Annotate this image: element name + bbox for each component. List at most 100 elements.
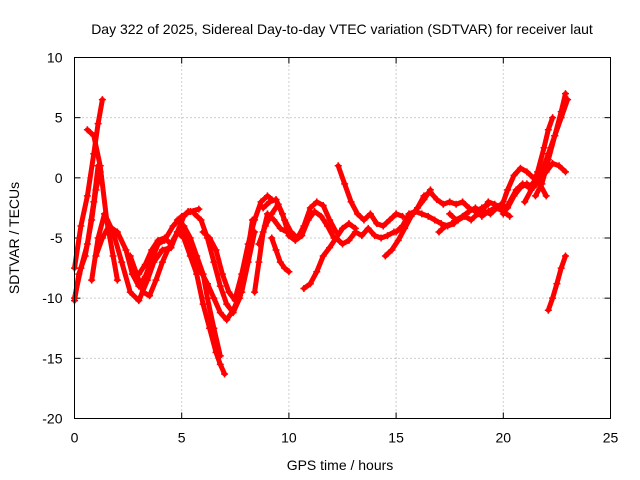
data-point bbox=[394, 236, 402, 244]
data-point bbox=[141, 260, 149, 268]
data-point bbox=[323, 222, 331, 230]
x-tick-labels: 0 5 10 15 20 25 bbox=[71, 430, 619, 446]
data-point bbox=[339, 240, 346, 248]
data-point bbox=[437, 220, 445, 228]
data-point bbox=[218, 270, 226, 278]
data-point bbox=[542, 192, 550, 200]
data-point bbox=[216, 309, 224, 317]
data-point bbox=[557, 264, 565, 272]
data-point bbox=[392, 228, 400, 236]
data-point bbox=[101, 210, 109, 218]
data-point bbox=[199, 300, 207, 308]
data-point bbox=[146, 292, 154, 300]
data-point bbox=[281, 264, 289, 272]
data-point bbox=[366, 210, 374, 218]
data-point bbox=[459, 198, 467, 206]
data-point bbox=[229, 309, 237, 317]
data-point bbox=[373, 220, 381, 228]
series-line bbox=[269, 235, 292, 275]
data-point bbox=[141, 273, 149, 281]
data-point bbox=[298, 232, 306, 240]
series-track-31 bbox=[544, 252, 569, 314]
data-point bbox=[272, 246, 280, 254]
data-point bbox=[94, 120, 102, 128]
series-track-13 bbox=[199, 228, 259, 305]
data-point bbox=[459, 212, 467, 220]
data-point bbox=[210, 258, 218, 266]
data-point bbox=[270, 216, 278, 224]
data-point bbox=[478, 212, 486, 220]
data-point bbox=[300, 285, 308, 293]
data-point bbox=[216, 282, 224, 290]
data-point bbox=[467, 216, 475, 224]
series-line bbox=[333, 225, 397, 247]
data-point bbox=[426, 188, 434, 196]
data-point bbox=[491, 204, 499, 212]
series-line bbox=[84, 127, 120, 283]
data-point bbox=[77, 222, 85, 230]
data-point bbox=[191, 210, 199, 218]
data-point bbox=[276, 258, 284, 266]
data-point bbox=[544, 156, 552, 164]
data-point bbox=[276, 224, 284, 232]
data-point bbox=[326, 244, 334, 252]
y-axis-label: SDTVAR / TECUs bbox=[6, 182, 22, 294]
data-point bbox=[278, 210, 286, 218]
data-point bbox=[161, 234, 169, 242]
data-point bbox=[351, 228, 359, 236]
data-point bbox=[561, 90, 569, 98]
data-point bbox=[113, 276, 121, 284]
data-point bbox=[418, 210, 426, 218]
data-point bbox=[561, 252, 569, 260]
data-point bbox=[98, 96, 106, 104]
data-point bbox=[452, 216, 460, 224]
series-line bbox=[168, 229, 228, 377]
x-tick-label: 15 bbox=[388, 430, 404, 446]
data-point bbox=[216, 360, 224, 368]
data-point bbox=[446, 198, 454, 206]
series-track-11 bbox=[178, 224, 244, 324]
y-tick-label: 0 bbox=[55, 170, 63, 186]
data-point bbox=[158, 246, 166, 254]
data-point bbox=[221, 370, 229, 378]
series-track-18 bbox=[268, 234, 293, 276]
data-point bbox=[341, 180, 349, 188]
data-point bbox=[83, 126, 91, 134]
data-point bbox=[193, 270, 201, 278]
series-track-4 bbox=[83, 126, 121, 284]
data-point bbox=[446, 210, 454, 218]
data-point bbox=[504, 186, 512, 194]
data-point bbox=[178, 224, 186, 232]
data-point bbox=[238, 270, 246, 278]
data-point bbox=[169, 222, 177, 230]
data-point bbox=[358, 232, 366, 240]
data-point bbox=[354, 210, 362, 218]
data-point bbox=[319, 252, 327, 260]
data-point bbox=[225, 288, 233, 296]
data-point bbox=[371, 232, 379, 240]
y-tick-label: -5 bbox=[50, 230, 63, 246]
grid-lines bbox=[74, 57, 611, 419]
data-point bbox=[523, 168, 531, 176]
data-point bbox=[381, 252, 389, 260]
data-point bbox=[244, 240, 252, 248]
data-point bbox=[272, 195, 280, 203]
data-point bbox=[424, 212, 432, 220]
data-point bbox=[285, 232, 293, 240]
data-point bbox=[195, 205, 203, 213]
data-point bbox=[484, 198, 492, 206]
data-point bbox=[135, 297, 143, 305]
data-point bbox=[83, 192, 91, 200]
data-point bbox=[441, 222, 449, 230]
data-point bbox=[109, 252, 117, 260]
data-point bbox=[549, 159, 557, 167]
series-track-1 bbox=[71, 96, 106, 272]
data-point bbox=[384, 232, 392, 240]
series-track-30 bbox=[531, 90, 569, 200]
data-point bbox=[317, 212, 325, 220]
data-point bbox=[88, 276, 96, 284]
data-point bbox=[553, 280, 561, 288]
series-track-29 bbox=[521, 114, 557, 206]
data-point bbox=[527, 186, 535, 194]
x-axis-label: GPS time / hours bbox=[287, 457, 394, 473]
